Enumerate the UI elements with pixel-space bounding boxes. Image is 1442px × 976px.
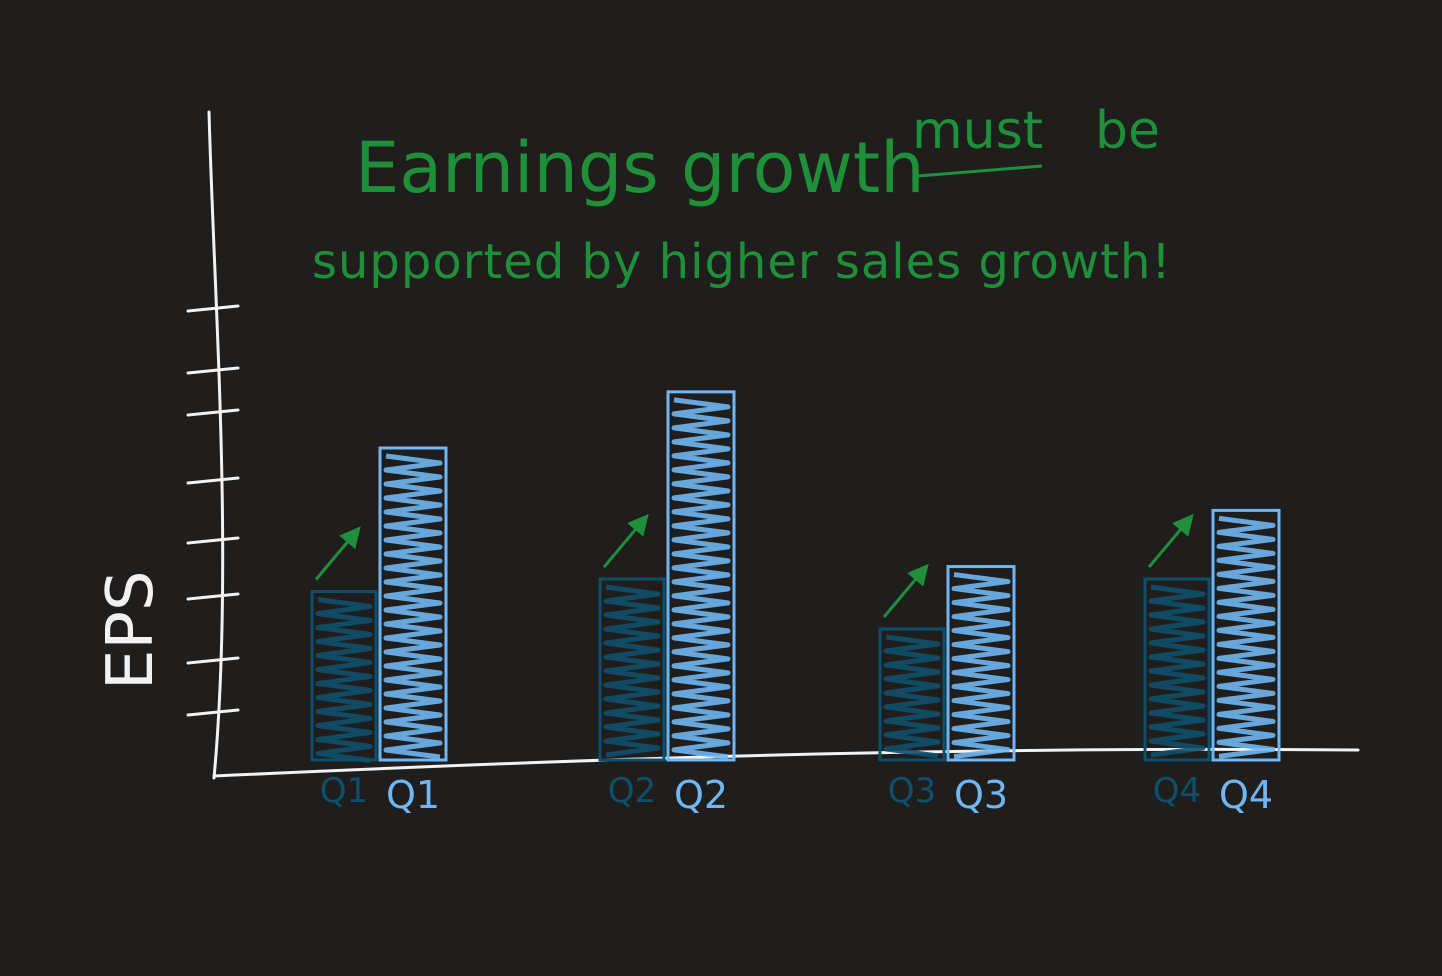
bar-dark-q1 [310,590,378,763]
y-tick-5 [186,536,240,545]
x-tick-label-dark-q4: Q4 [1153,771,1201,811]
bar-light-q3 [946,565,1016,762]
bar-dark-q2 [598,577,666,762]
growth-arrow-q4 [1147,513,1194,569]
y-tick-1 [186,304,240,313]
y-tick-3 [186,408,240,417]
x-axis-tick-labels: Q1 Q1 Q2 Q2 Q3 Q3 Q4 Q4 [320,771,1273,817]
x-tick-label-light-q4: Q4 [1219,773,1273,817]
bar-dark-q3 [878,627,946,762]
y-tick-7 [186,656,240,665]
y-tick-6 [186,592,240,601]
title-emphasis-underline [917,164,1043,178]
x-tick-label-light-q1: Q1 [386,773,440,817]
y-tick-8 [186,708,240,717]
y-axis-label: EPS [94,570,168,690]
x-tick-label-light-q2: Q2 [674,773,728,817]
x-tick-label-dark-q1: Q1 [320,771,368,811]
y-axis-line [207,110,225,780]
x-tick-label-dark-q3: Q3 [888,771,936,811]
bar-dark-q4 [1143,577,1211,762]
chart-title-line2: supported by higher sales growth! [312,234,1172,290]
growth-arrow-q2 [602,513,649,569]
y-axis-ticks [186,304,240,717]
growth-arrow-q1 [314,526,361,581]
bar-group [310,390,1281,763]
bar-light-q4 [1211,508,1281,762]
bar-light-q1 [378,446,448,762]
growth-arrow-q3 [882,563,929,618]
chart-title-line1-part1: Earnings growth [355,127,925,209]
chart-title-line1-part2: be [1095,101,1160,161]
x-tick-label-light-q3: Q3 [954,773,1008,817]
x-tick-label-dark-q2: Q2 [608,771,656,811]
x-axis-line [212,747,1360,778]
chart-title-emphasis: must [912,101,1043,161]
bar-light-q2 [666,390,736,762]
y-tick-2 [186,366,240,375]
growth-arrows [314,513,1194,618]
y-tick-4 [186,476,240,485]
